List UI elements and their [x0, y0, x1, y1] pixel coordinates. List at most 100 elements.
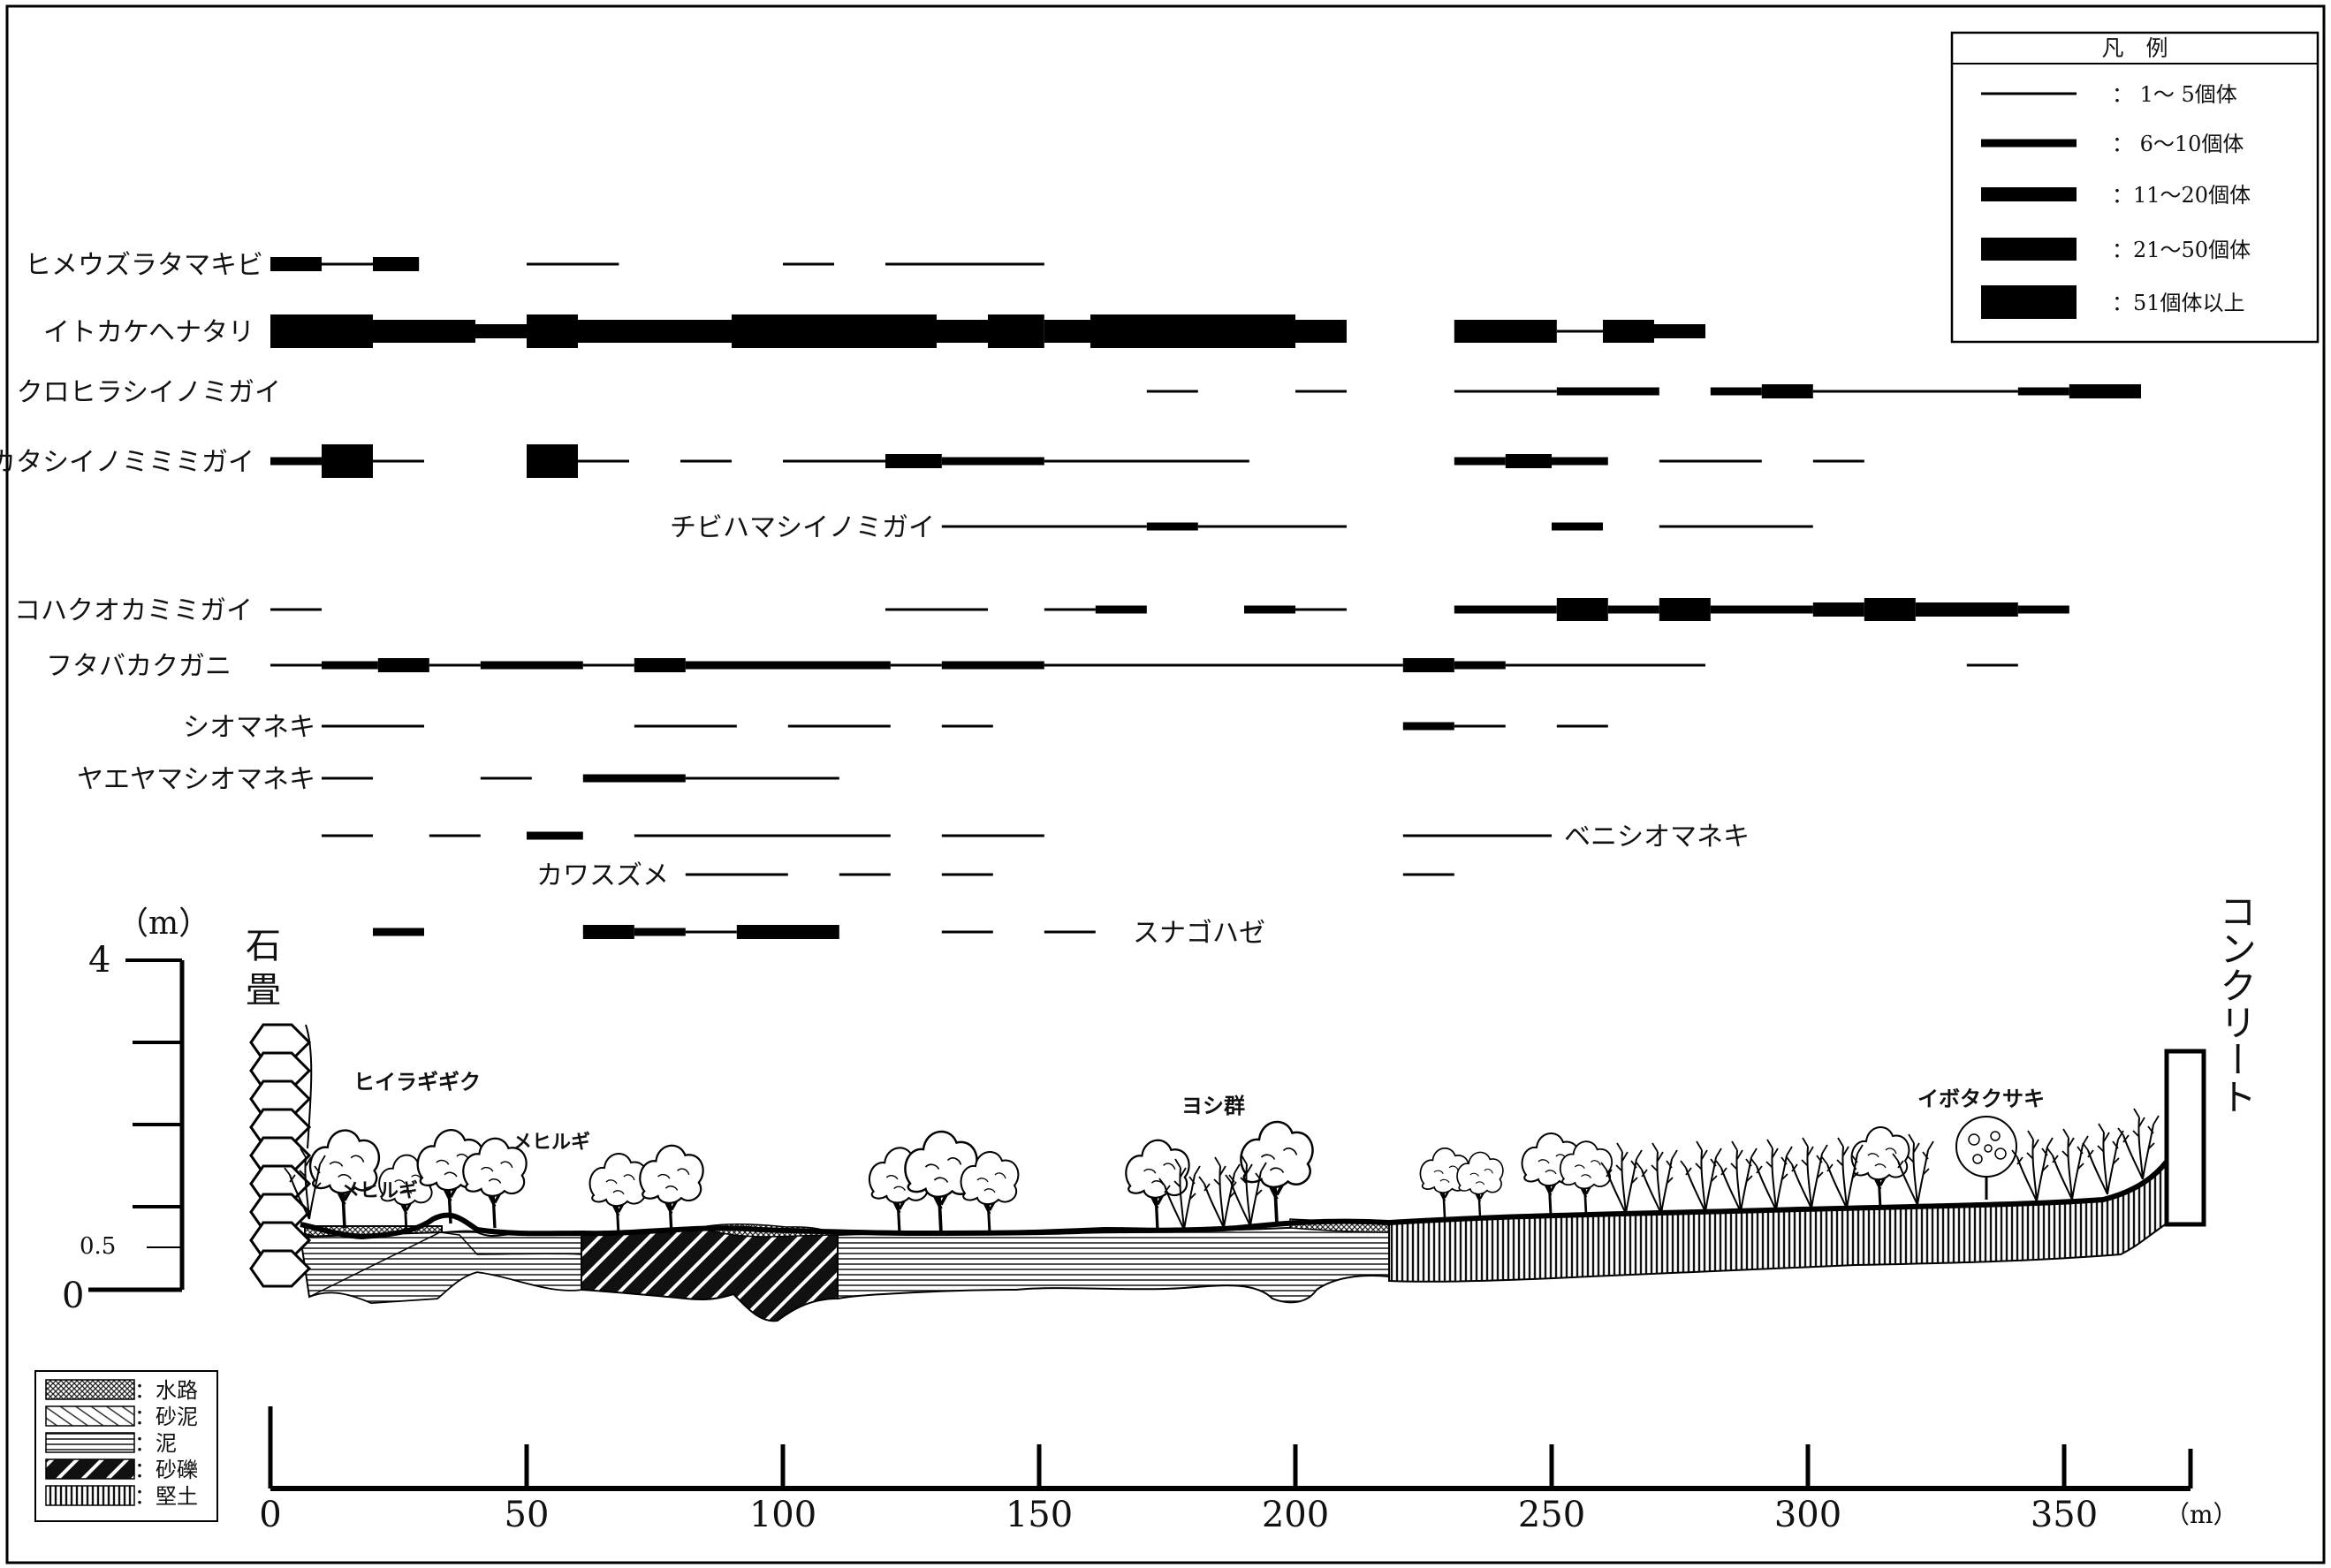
label-hiiragigiku: ヒイラギギク	[353, 1070, 481, 1095]
species-7-segment-14	[1505, 663, 1705, 667]
substrate-label-2: ：砂泥	[134, 1405, 198, 1429]
species-4-segment-14	[1659, 459, 1762, 463]
species-10-segment-3	[527, 831, 583, 840]
legend-label-5: ：51個体以上	[2112, 291, 2245, 315]
abundance-legend: 凡 例 ： 1～ 5個体 ： 6～10個体 ：11～20個体 ：21～50個体 ：51個…	[1950, 31, 2320, 344]
species-label-5: チビハマシイノミガイ	[670, 512, 935, 543]
species-10-segment-2	[429, 834, 481, 837]
concrete-wall	[2164, 1049, 2206, 1227]
species-2-segment-6	[732, 314, 937, 348]
label-ibotakusagi: イボタクサキ	[1917, 1087, 2045, 1111]
species-6-segment-1	[270, 608, 322, 611]
legend-title: 凡 例	[2101, 35, 2168, 61]
species-7-segment-8	[685, 661, 891, 670]
substrate-label-1: ：水路	[134, 1378, 198, 1403]
species-6-segment-2	[885, 608, 988, 611]
species-4-segment-10	[1044, 459, 1249, 463]
species-4-segment-12	[1505, 454, 1552, 468]
species-7-segment-1	[270, 663, 322, 667]
substrate-label-5: ：堅土	[134, 1484, 198, 1509]
stone-wall-label-2: 畳	[246, 970, 281, 1011]
species-6-segment-6	[1295, 608, 1347, 611]
species-12-segment-7	[1044, 930, 1096, 934]
ground-surface-line	[300, 1160, 2169, 1240]
species-2-segment-12	[1454, 320, 1557, 343]
species-3-segment-6	[1761, 384, 1813, 398]
species-label-11: カワスズメ	[536, 860, 669, 891]
x-axis: 0 50 100 150 200 250 300 350 （m）	[259, 1406, 2238, 1535]
substrate-swatch-5	[45, 1485, 135, 1506]
species-5-segment-3	[1197, 525, 1347, 528]
species-label-9: ヤエヤマシオマネキ	[77, 764, 315, 795]
species-1-segment-4	[527, 262, 619, 266]
species-4-segment-3	[373, 459, 424, 463]
species-label-10: ベニシオマネキ	[1564, 822, 1750, 852]
x-axis-unit: （m）	[2165, 1500, 2238, 1529]
species-8-segment-5	[1402, 722, 1454, 731]
species-2-segment-14	[1603, 320, 1654, 343]
species-2-segment-7	[937, 320, 988, 343]
species-11-segment-2	[839, 873, 891, 876]
species-6-segment-14	[1915, 602, 2018, 617]
species-3-segment-3	[1454, 390, 1557, 393]
vegetation	[284, 1108, 2160, 1237]
species-2-segment-13	[1556, 330, 1603, 333]
species-11-segment-3	[941, 873, 993, 876]
stone-wall-label-1: 石	[246, 926, 281, 966]
profile-y-unit: （m）	[117, 905, 210, 942]
species-10-segment-5	[941, 834, 1044, 837]
species-8-segment-4	[941, 724, 993, 728]
species-8-segment-6	[1454, 724, 1506, 728]
legend-label-3: ：11～20個体	[2112, 183, 2251, 208]
x-tick-label-300: 300	[1774, 1495, 1841, 1535]
species-8-segment-7	[1556, 724, 1608, 728]
species-8-segment-3	[787, 724, 891, 728]
species-7-segment-9	[890, 663, 942, 667]
species-label-8: シオマネキ	[183, 712, 315, 743]
species-12-segment-4	[685, 930, 737, 934]
species-4-segment-2	[322, 444, 373, 478]
substrate-legend: ：水路：砂泥：泥：砂礫：堅土	[34, 1370, 218, 1522]
species-4-segment-11	[1454, 457, 1506, 466]
species-bars	[270, 257, 2141, 939]
species-label-2: イトカケヘナタリ	[43, 317, 254, 348]
species-4-segment-4	[527, 444, 578, 478]
species-6-segment-4	[1095, 605, 1147, 614]
species-label-12: スナゴハゼ	[1133, 918, 1265, 949]
stone-wall	[249, 1023, 313, 1288]
species-7-segment-12	[1402, 658, 1454, 672]
legend-label-2: ： 6～10個体	[2112, 132, 2244, 156]
species-2-segment-3	[475, 324, 527, 338]
y-tick-05: 0.5	[80, 1233, 116, 1260]
species-2-segment-10	[1090, 314, 1295, 348]
species-label-7: フタバカクガニ	[46, 651, 232, 682]
species-3-segment-4	[1556, 387, 1659, 396]
species-6-segment-12	[1812, 602, 1864, 617]
species-2-segment-5	[578, 320, 732, 343]
species-5-segment-2	[1146, 522, 1198, 531]
species-1-segment-1	[270, 257, 322, 271]
species-2-segment-8	[988, 314, 1044, 348]
species-7-segment-4	[429, 663, 481, 667]
species-9-segment-4	[685, 776, 839, 780]
species-3-segment-9	[2069, 384, 2141, 398]
species-10-segment-4	[634, 834, 891, 837]
species-12-segment-1	[373, 928, 424, 936]
species-4-segment-5	[578, 459, 629, 463]
species-7-segment-7	[634, 658, 686, 672]
species-10-segment-6	[1402, 834, 1552, 837]
species-7-segment-10	[941, 661, 1044, 670]
species-8-segment-2	[634, 724, 737, 728]
species-2-segment-15	[1654, 324, 1705, 338]
species-7-segment-6	[582, 663, 634, 667]
species-1-segment-2	[322, 262, 373, 266]
substrate-swatch-4	[45, 1458, 135, 1480]
x-tick-label-100: 100	[749, 1495, 816, 1535]
species-3-segment-8	[2017, 387, 2069, 396]
x-tick-label-150: 150	[1006, 1495, 1073, 1535]
substrate-swatch-3	[45, 1432, 135, 1453]
legend-label-4: ：21～50個体	[2112, 238, 2251, 262]
species-7-segment-11	[1044, 663, 1403, 667]
species-1-segment-3	[373, 257, 420, 271]
legend-label-1: ： 1～ 5個体	[2112, 82, 2237, 107]
